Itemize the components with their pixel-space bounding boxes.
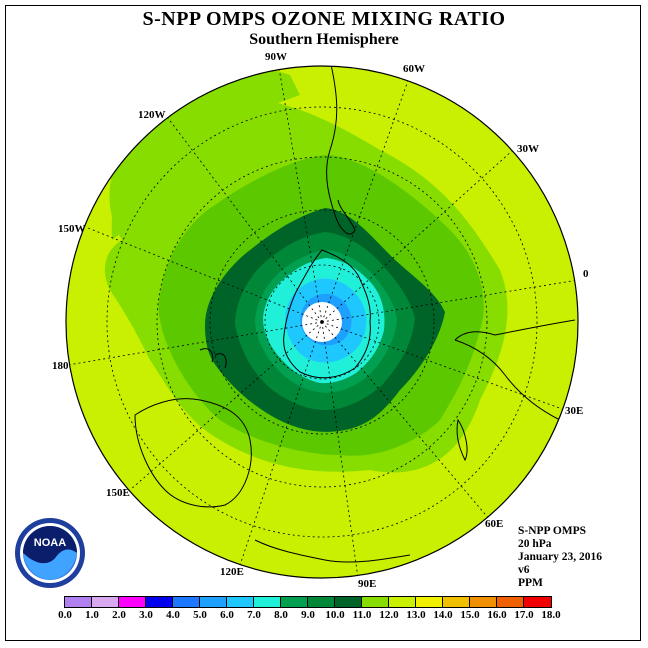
colorbar-tick-label: 11.0 <box>352 609 372 621</box>
colorbar-tick-label: 0.0 <box>58 609 72 621</box>
colorbar-segment <box>281 597 308 607</box>
colorbar-segment <box>470 597 497 607</box>
info-date: January 23, 2016 <box>518 551 603 563</box>
colorbar-tick-label: 2.0 <box>112 609 126 621</box>
lon-label-90w: 90W <box>265 51 287 63</box>
lon-label-0: 0 <box>583 268 589 280</box>
colorbar-tick-label: 9.0 <box>301 609 315 621</box>
colorbar-segment <box>497 597 524 607</box>
lon-label-30w: 30W <box>517 143 539 155</box>
info-instrument: S-NPP OMPS <box>518 525 587 537</box>
colorbar-tick-label: 5.0 <box>193 609 207 621</box>
lon-label-30e: 30E <box>565 405 584 417</box>
lon-label-150w: 150W <box>58 223 86 235</box>
colorbar-segment <box>173 597 200 607</box>
colorbar-tick-label: 3.0 <box>139 609 153 621</box>
colorbar-tick-label: 15.0 <box>460 609 480 621</box>
colorbar-tick-label: 18.0 <box>541 609 561 621</box>
colorbar-tick-label: 16.0 <box>487 609 507 621</box>
info-block: S-NPP OMPS 20 hPa January 23, 2016 v6 PP… <box>518 525 602 590</box>
noaa-logo-text: NOAA <box>34 537 66 549</box>
info-version: v6 <box>518 564 530 576</box>
colorbar-tick-label: 7.0 <box>247 609 261 621</box>
colorbar-tick-label: 10.0 <box>325 609 345 621</box>
colorbar-segment <box>362 597 389 607</box>
colorbar-tick-label: 6.0 <box>220 609 234 621</box>
lon-label-120e: 120E <box>220 566 244 578</box>
colorbar-segment <box>92 597 119 607</box>
lon-label-60e: 60E <box>485 518 504 530</box>
colorbar-segment <box>308 597 335 607</box>
colorbar-tick-label: 1.0 <box>85 609 99 621</box>
colorbar-segment <box>335 597 362 607</box>
map-boundary <box>65 65 579 579</box>
noaa-logo-icon: NOAA <box>15 518 85 588</box>
colorbar-segment <box>65 597 92 607</box>
colorbar-segment <box>443 597 470 607</box>
colorbar-tick-label: 12.0 <box>379 609 399 621</box>
colorbar-segment <box>389 597 416 607</box>
colorbar-segment <box>119 597 146 607</box>
lon-label-180: 180 <box>52 360 69 372</box>
colorbar-segment <box>416 597 443 607</box>
lon-label-60w: 60W <box>403 63 425 75</box>
colorbar-tick-label: 13.0 <box>406 609 426 621</box>
lon-label-120w: 120W <box>138 109 166 121</box>
colorbar-segment <box>524 597 551 607</box>
lon-label-90e: 90E <box>358 578 377 590</box>
info-units: PPM <box>518 577 543 589</box>
map-title: S-NPP OMPS OZONE MIXING RATIO <box>142 8 506 30</box>
colorbar-tick-label: 14.0 <box>433 609 453 621</box>
colorbar-tick-label: 17.0 <box>514 609 534 621</box>
map-subtitle: Southern Hemisphere <box>249 31 399 48</box>
colorbar-tick-label: 4.0 <box>166 609 180 621</box>
colorbar-segment <box>254 597 281 607</box>
colorbar-segment <box>200 597 227 607</box>
meridians <box>67 66 578 578</box>
latitude-circles <box>106 106 538 538</box>
info-level: 20 hPa <box>518 538 552 550</box>
colorbar-segment <box>146 597 173 607</box>
colorbar <box>64 596 552 608</box>
coastlines <box>134 66 576 563</box>
colorbar-tick-label: 8.0 <box>274 609 288 621</box>
colorbar-segment <box>227 597 254 607</box>
lon-label-150e: 150E <box>106 487 130 499</box>
